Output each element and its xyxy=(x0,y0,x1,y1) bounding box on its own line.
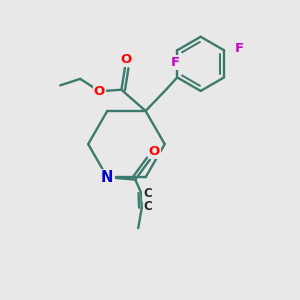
Text: C: C xyxy=(144,200,153,213)
Text: O: O xyxy=(94,85,105,98)
Text: C: C xyxy=(143,187,152,200)
Text: F: F xyxy=(235,42,244,55)
Text: O: O xyxy=(121,53,132,66)
Text: F: F xyxy=(171,56,180,69)
Text: O: O xyxy=(149,145,160,158)
Text: N: N xyxy=(101,170,113,185)
